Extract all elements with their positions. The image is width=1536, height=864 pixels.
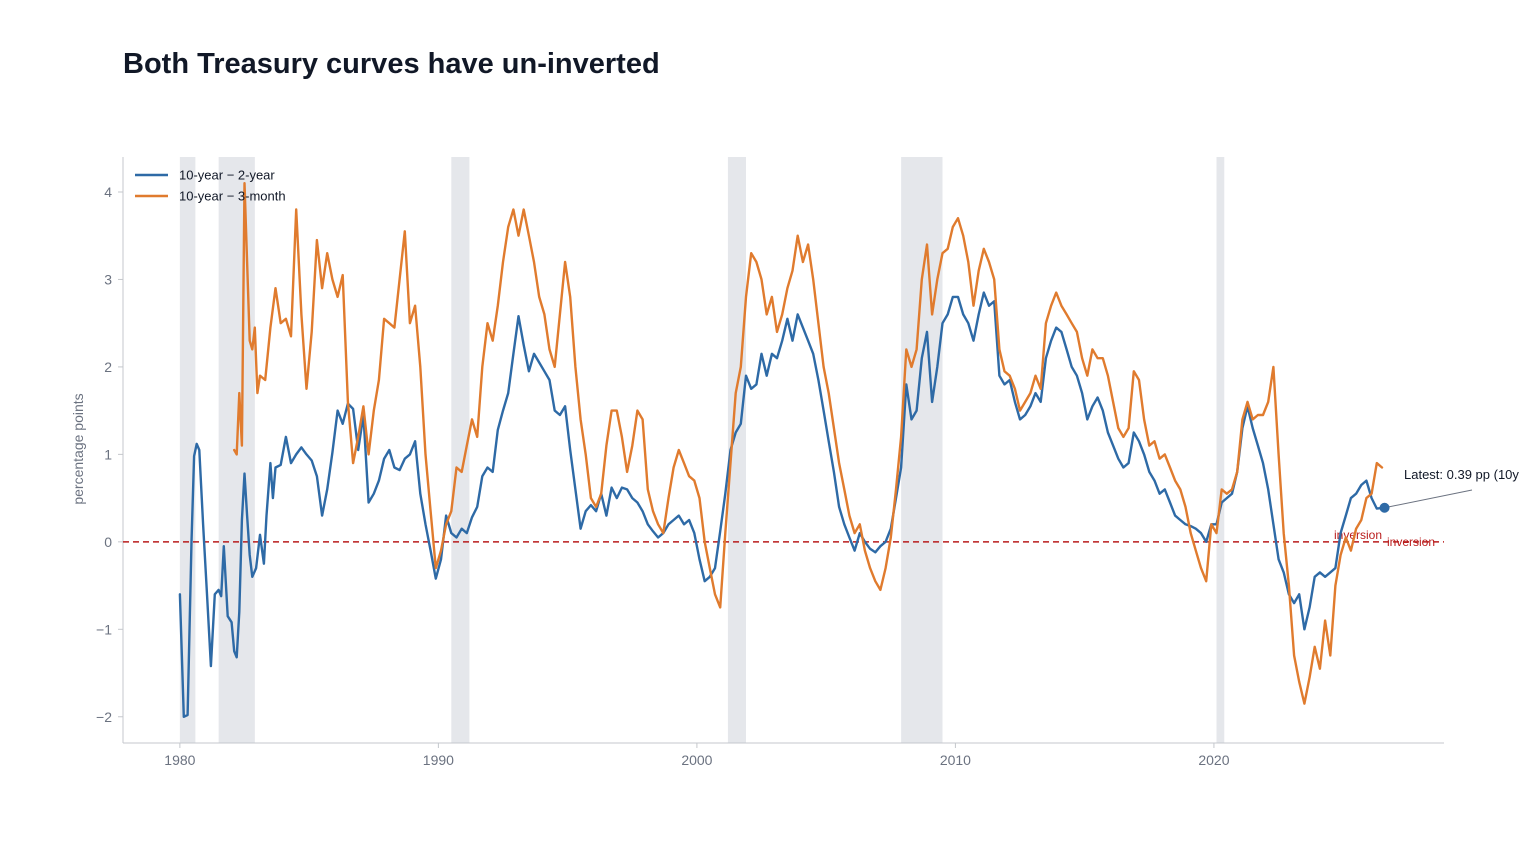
y-tick-label: 0 — [104, 534, 112, 550]
inversion-label: inversion — [1387, 535, 1435, 549]
annotation-leader-line — [1384, 489, 1473, 509]
x-tick-label: 1990 — [423, 752, 454, 768]
recession-band-6 — [1216, 157, 1225, 743]
x-tick-label: 2000 — [681, 752, 712, 768]
x-ticks: 1980 1990 2000 2010 2020 — [164, 743, 1230, 768]
legend-label: 10-year − 3-month — [179, 189, 286, 204]
recession-band-5 — [901, 157, 943, 743]
series-lines — [178, 182, 1386, 718]
y-tick-label: 4 — [104, 184, 112, 200]
recession-band-3 — [451, 157, 470, 743]
y-axis-title: percentage points — [70, 393, 86, 504]
inversion-reference: inversion inversion — [123, 528, 1444, 549]
series-line-10y-3m — [233, 182, 1384, 705]
y-ticks: −2 −1 0 1 2 3 4 — [96, 184, 123, 725]
y-tick-label: −2 — [96, 709, 112, 725]
latest-annotation: Latest: 0.39 pp (10y — [1379, 467, 1519, 513]
y-tick-label: 3 — [104, 271, 112, 287]
x-tick-label: 2020 — [1198, 752, 1229, 768]
y-tick-label: −1 — [96, 621, 112, 637]
legend-label: 10-year − 2-year — [179, 168, 275, 183]
recession-band-1 — [179, 157, 196, 743]
annotation-label: Latest: 0.39 pp (10y — [1404, 467, 1519, 482]
recession-bands — [179, 157, 1225, 743]
y-tick-label: 2 — [104, 359, 112, 375]
series-line-10y-2y — [178, 291, 1386, 718]
x-tick-label: 1980 — [164, 752, 195, 768]
latest-point-marker — [1379, 502, 1390, 513]
y-tick-label: 1 — [104, 446, 112, 462]
legend: 10-year − 2-year 10-year − 3-month — [135, 168, 286, 204]
axes — [122, 157, 1444, 744]
chart-title: Both Treasury curves have un-inverted — [123, 48, 660, 80]
recession-band-4 — [727, 157, 747, 743]
x-tick-label: 2010 — [940, 752, 971, 768]
